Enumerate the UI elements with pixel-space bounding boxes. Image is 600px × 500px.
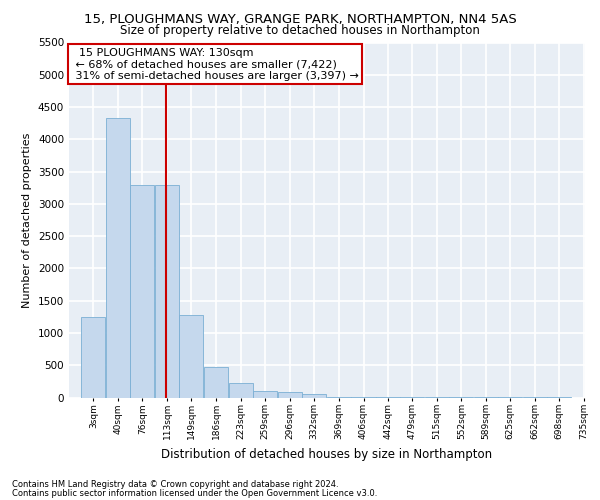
Bar — [253, 391, 277, 398]
Bar — [327, 396, 351, 398]
Bar — [130, 184, 154, 398]
Y-axis label: Number of detached properties: Number of detached properties — [22, 132, 32, 308]
X-axis label: Distribution of detached houses by size in Northampton: Distribution of detached houses by size … — [161, 448, 493, 461]
Bar — [302, 394, 326, 398]
Bar — [204, 366, 228, 398]
Text: Contains HM Land Registry data © Crown copyright and database right 2024.: Contains HM Land Registry data © Crown c… — [12, 480, 338, 489]
Bar — [278, 392, 302, 398]
Text: 15 PLOUGHMANS WAY: 130sqm  
 ← 68% of detached houses are smaller (7,422)
 31% o: 15 PLOUGHMANS WAY: 130sqm ← 68% of detac… — [71, 48, 358, 81]
Bar — [155, 184, 179, 398]
Text: Contains public sector information licensed under the Open Government Licence v3: Contains public sector information licen… — [12, 488, 377, 498]
Bar — [106, 118, 130, 398]
Text: Size of property relative to detached houses in Northampton: Size of property relative to detached ho… — [120, 24, 480, 37]
Bar — [229, 384, 253, 398]
Text: 15, PLOUGHMANS WAY, GRANGE PARK, NORTHAMPTON, NN4 5AS: 15, PLOUGHMANS WAY, GRANGE PARK, NORTHAM… — [83, 12, 517, 26]
Bar — [82, 317, 106, 398]
Bar — [179, 315, 203, 398]
